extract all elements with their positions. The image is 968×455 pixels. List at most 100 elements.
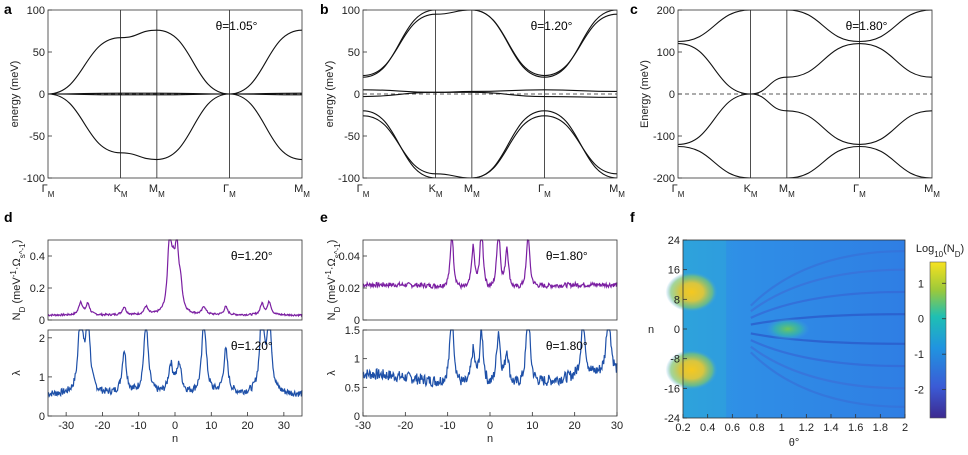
y-tick-label: 0	[354, 315, 360, 327]
x-tick-label: 30	[611, 420, 623, 432]
panel-f-heatmap: 24 16 8 0 -8 -16 -240.2 0.4 0.6 0.8 1 1.2 1.4 1.6 1.8 2…	[648, 235, 964, 449]
y-tick-label: 24	[668, 235, 680, 247]
y-axis-label-lambda: λ	[326, 370, 338, 376]
colorbar-tick-label: 1	[918, 278, 924, 290]
band-upper-flat	[363, 89, 617, 93]
x-axis-label: n	[487, 433, 493, 445]
theta-label-lambda: θ=1.20°	[231, 339, 273, 353]
x-tick-label: 0	[487, 420, 493, 432]
x-tick-label: MM	[464, 183, 480, 199]
x-axis-label: n	[172, 433, 178, 445]
y-tick-label: 0.5	[345, 382, 360, 394]
x-tick-label: MM	[294, 183, 310, 199]
heatmap-hotspot	[765, 318, 810, 340]
x-tick-label: 0.8	[749, 422, 764, 434]
band-lower-flat	[48, 93, 302, 96]
colorbar-label: Log10(ND)	[916, 243, 964, 259]
theta-label: θ=1.05°	[216, 19, 258, 33]
theta-label-lambda: θ=1.80°	[546, 339, 588, 353]
y-tick-label: 0	[354, 89, 360, 101]
x-tick-label: 20	[241, 420, 253, 432]
x-tick-label: -20	[94, 420, 110, 432]
band-upper-remote	[48, 29, 302, 95]
theta-label: θ=1.80°	[846, 19, 888, 33]
y-tick-label: 100	[657, 47, 675, 59]
heatmap-streak	[750, 268, 906, 313]
x-tick-label: 1	[779, 422, 785, 434]
colorbar-tick-label: 0	[918, 314, 924, 326]
y-tick-label: 0	[39, 315, 45, 327]
x-tick-label: 2	[902, 422, 908, 434]
heatmap-hotspot	[665, 271, 718, 312]
band-lower-2	[678, 145, 932, 178]
x-tick-label: ΓM	[223, 183, 236, 199]
x-tick-label: MM	[779, 183, 795, 199]
y-tick-label: 0	[669, 89, 675, 101]
y-tick-label: 1	[354, 354, 360, 366]
plot-frame-nd	[362, 239, 618, 321]
x-tick-label: ΓM	[357, 183, 370, 199]
x-tick-label: -30	[355, 420, 371, 432]
theta-label-nd: θ=1.80°	[546, 249, 588, 263]
x-tick-label: 1.6	[848, 422, 863, 434]
series-line-nd	[47, 239, 303, 318]
y-tick-label: -100	[23, 173, 45, 185]
y-tick-label: 100	[342, 5, 360, 17]
heatmap-streak	[750, 339, 906, 368]
y-tick-label: -100	[653, 131, 675, 143]
y-tick-label: -100	[338, 173, 360, 185]
y-tick-label: 50	[33, 47, 45, 59]
y-tick-label: 100	[27, 5, 45, 17]
band-lower-flat	[363, 91, 617, 98]
y-tick-label: 0	[354, 411, 360, 423]
x-tick-label: 0	[172, 420, 178, 432]
y-tick-label: -16	[664, 383, 680, 395]
x-tick-label: 1.4	[823, 422, 838, 434]
series-line-lambda	[47, 329, 303, 398]
heatmap-streak	[750, 345, 906, 390]
theta-label-nd: θ=1.20°	[231, 249, 273, 263]
theta-label: θ=1.20°	[531, 19, 573, 33]
x-tick-label: MM	[609, 183, 625, 199]
panel-letter-f: f	[630, 209, 635, 225]
x-tick-label: 0.2	[675, 422, 690, 434]
panel-letter-b: b	[320, 1, 329, 17]
x-tick-label: KM	[744, 183, 758, 199]
x-tick-label: KM	[429, 183, 443, 199]
y-axis-label: energy (meV)	[9, 61, 21, 128]
heatmap-hotspot	[665, 349, 718, 390]
heatmap-streak	[750, 313, 906, 326]
x-axis-label: θ°	[789, 437, 800, 449]
x-tick-label: ΓM	[853, 183, 866, 199]
heatmap-streak	[750, 290, 906, 319]
panel-d-density-coupling: 0 0.2 0.4ND (meV-1·Ωs^-1) θ=1.20° 0 1 2 λ θ=1.20…	[9, 239, 303, 445]
x-tick-label: -30	[58, 420, 74, 432]
x-tick-label: 20	[569, 420, 581, 432]
colorbar-tick-label: -1	[914, 349, 924, 361]
y-axis-label: energy (meV)	[324, 61, 336, 128]
x-tick-label: MM	[149, 183, 165, 199]
band-lower-1	[678, 93, 932, 145]
y-axis-label: n	[648, 324, 654, 336]
band-upper-2	[678, 10, 932, 43]
series-line-nd	[362, 239, 618, 291]
x-tick-label: KM	[114, 183, 128, 199]
panel-letter-c: c	[630, 1, 638, 17]
y-axis-label-lambda: λ	[11, 370, 23, 376]
series-line-lambda	[362, 329, 618, 388]
heatmap-streak	[750, 250, 906, 307]
x-tick-label: -10	[440, 420, 456, 432]
band-lower-remote-1	[363, 110, 617, 178]
x-tick-label: ΓM	[538, 183, 551, 199]
heatmap-lowtheta-region	[683, 240, 727, 418]
y-tick-label: 1	[39, 372, 45, 384]
y-tick-label: -50	[344, 131, 360, 143]
x-tick-label: 10	[205, 420, 217, 432]
y-tick-label: 0.2	[30, 283, 45, 295]
x-tick-label: 0.6	[725, 422, 740, 434]
